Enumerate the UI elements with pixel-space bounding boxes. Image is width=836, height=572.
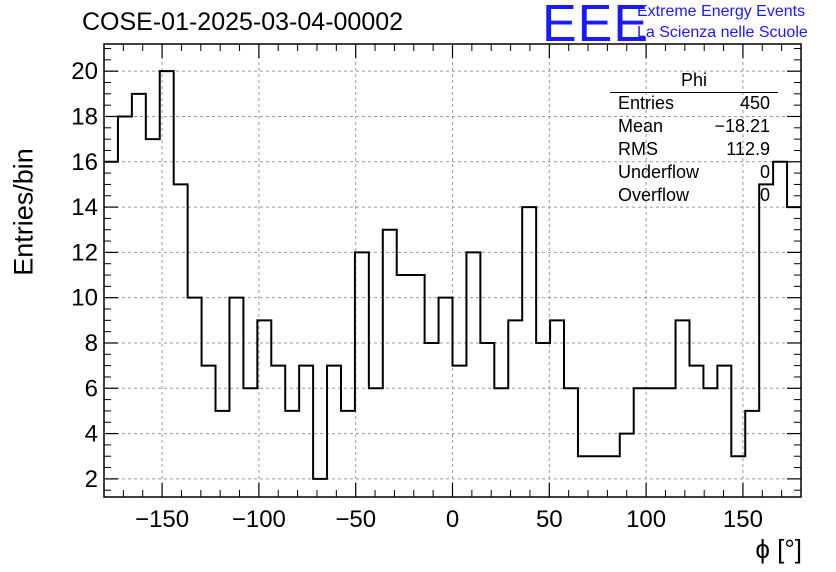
y-axis-label: Entries/bin (8, 148, 39, 276)
stats-value: 0 (759, 162, 770, 182)
y-tick-label: 14 (71, 194, 98, 221)
stats-key: Underflow (618, 162, 700, 182)
stats-key: Mean (618, 116, 664, 136)
y-tick-label: 6 (85, 375, 98, 402)
brand-line-2: La Scienza nelle Scuole (637, 24, 808, 41)
histogram-bin (369, 388, 383, 497)
histogram-bin (383, 230, 397, 497)
histogram-bin (592, 456, 606, 497)
histogram-bin (160, 71, 174, 497)
stats-row-mean: Mean −18.21 (610, 116, 778, 139)
stats-key: Entries (618, 93, 675, 113)
stats-value: 0 (759, 185, 770, 205)
y-tick-label: 4 (85, 421, 98, 448)
histogram-bin (759, 184, 773, 497)
histogram-bin (578, 456, 592, 497)
histogram-bin (327, 366, 341, 497)
histogram-outline (104, 70, 801, 480)
histogram-bin (676, 320, 690, 497)
x-axis-label: ϕ [°] (755, 534, 802, 564)
histogram-bin (717, 366, 731, 497)
histogram-bin (285, 411, 299, 497)
histogram-bin (243, 388, 257, 497)
histogram-bin (662, 388, 676, 497)
histogram-bin (648, 388, 662, 497)
histogram-bin (439, 298, 453, 497)
histogram-bin (299, 366, 313, 497)
histogram-bin (188, 298, 202, 497)
brand-line-1: Extreme Energy Events (637, 3, 806, 20)
y-tick-label: 10 (71, 285, 98, 312)
x-tick-label: −150 (135, 506, 189, 533)
chart-title: COSE-01-2025-03-04-00002 (82, 8, 404, 36)
histogram-bin (411, 275, 425, 497)
histogram-bin (104, 162, 118, 497)
histogram-bin (564, 388, 578, 497)
x-tick-label: −50 (335, 506, 376, 533)
histogram-bin (453, 366, 467, 497)
histogram-bin (341, 411, 355, 497)
y-tick-label: 20 (71, 58, 98, 85)
histogram-bin (689, 366, 703, 497)
stats-row-underflow: Underflow 0 (610, 162, 778, 185)
y-tick-label: 16 (71, 149, 98, 176)
x-tick-label: 100 (626, 506, 666, 533)
histogram-bin (536, 343, 550, 497)
stats-value: −18.21 (714, 116, 770, 136)
histogram-bin (620, 434, 634, 497)
histogram-bin (494, 388, 508, 497)
histogram-bin (397, 275, 411, 497)
stats-value: 112.9 (726, 139, 770, 159)
histogram-bin (132, 94, 146, 497)
tick-labels: −150 −100 −50 0 50 100 150 2 4 6 8 10 12 14 16 18 20 (71, 58, 763, 533)
histogram-bin (271, 366, 285, 497)
histogram-bin (606, 456, 620, 497)
x-tick-label: 50 (536, 506, 563, 533)
histogram-bin (118, 116, 132, 497)
plot-frame (103, 43, 802, 498)
stats-row-overflow: Overflow 0 (610, 185, 778, 208)
histogram-bin (522, 207, 536, 497)
y-axis-label-box: Entries/bin (6, 112, 42, 312)
y-tick-label: 12 (71, 239, 98, 266)
histogram-bin (257, 320, 271, 497)
stats-box: Phi Entries 450 Mean −18.21 RMS 112.9 Un… (610, 70, 778, 208)
histogram-bin (425, 343, 439, 497)
histogram-bin (174, 184, 188, 497)
histogram-bin (355, 252, 369, 497)
stats-row-entries: Entries 450 (610, 93, 778, 116)
histogram-bin (550, 320, 564, 497)
histogram-bin (634, 388, 648, 497)
stats-value: 450 (739, 93, 770, 113)
histogram-bin (703, 388, 717, 497)
x-tick-label: 150 (723, 506, 763, 533)
histogram-bin (146, 139, 160, 497)
eee-logo: EEE (542, 0, 650, 53)
histogram-bin (745, 411, 759, 497)
histogram-bin (202, 366, 216, 497)
histogram-bin (508, 320, 522, 497)
histogram-bin (313, 479, 327, 497)
y-tick-label: 18 (71, 103, 98, 130)
histogram-bin (466, 252, 480, 497)
stats-key: Overflow (618, 185, 690, 205)
histogram-bin (229, 298, 243, 497)
x-tick-label: 0 (446, 506, 459, 533)
histogram-bin (480, 343, 494, 497)
stats-row-rms: RMS 112.9 (610, 139, 778, 162)
histogram-bin (787, 207, 801, 497)
x-tick-label: −100 (232, 506, 286, 533)
stats-key: RMS (618, 139, 658, 159)
histogram-bin (773, 162, 787, 497)
stats-title: Phi (610, 70, 778, 93)
y-tick-label: 8 (85, 330, 98, 357)
y-tick-label: 2 (85, 466, 98, 493)
histogram-bin (216, 411, 230, 497)
